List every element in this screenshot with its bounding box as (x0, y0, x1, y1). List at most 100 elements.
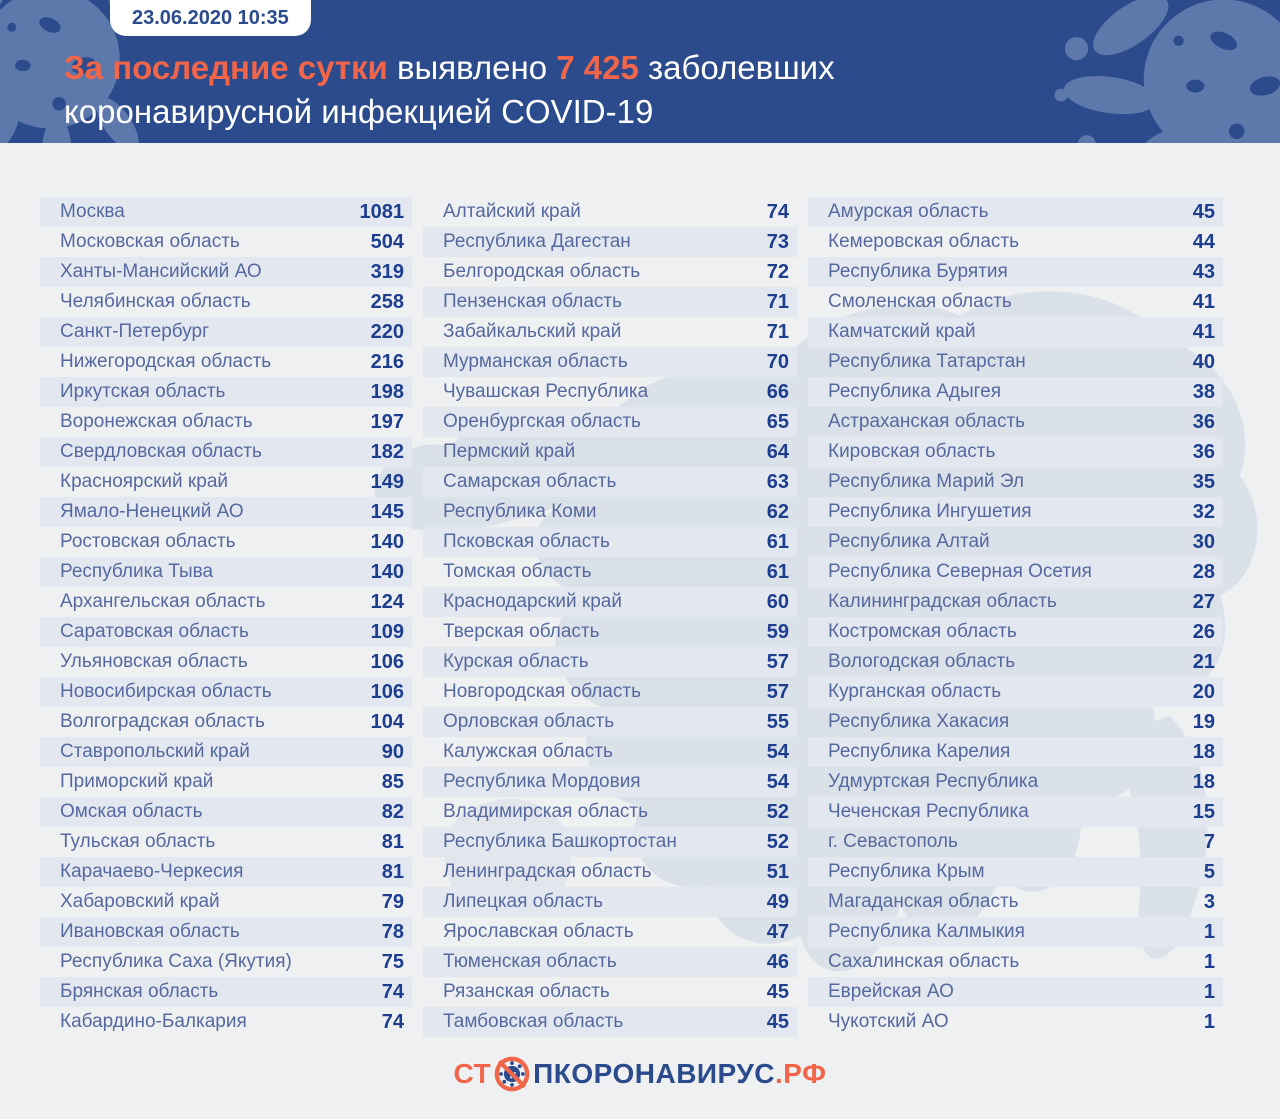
title-case-count: 7 425 (556, 49, 639, 86)
table-row: Забайкальский край 71 (423, 317, 797, 347)
table-row: Ярославская область 47 (423, 917, 797, 947)
region-value: 36 (1192, 410, 1215, 433)
table-row: Республика Коми 62 (423, 497, 797, 527)
table-row: Оренбургская область 65 (423, 407, 797, 437)
region-name: Республика Марий Эл (828, 471, 1025, 492)
table-row: Волгоградская область 104 (40, 707, 412, 737)
table-row: Ханты-Мансийский АО 319 (40, 257, 412, 287)
region-name: Иркутская область (60, 381, 226, 402)
table-row: Республика Марий Эл 35 (808, 467, 1223, 497)
region-value: 74 (381, 980, 404, 1003)
table-row: Вологодская область 21 (808, 647, 1223, 677)
region-name: Ивановская область (60, 921, 240, 942)
table-row: Карачаево-Черкесия 81 (40, 857, 412, 887)
region-name: Свердловская область (60, 441, 262, 462)
region-name: Омская область (60, 801, 203, 822)
table-row: Тюменская область 46 (423, 947, 797, 977)
region-name: Пензенская область (443, 291, 622, 312)
region-name: Ямало-Ненецкий АО (60, 501, 244, 522)
region-name: Чукотский АО (828, 1011, 949, 1032)
table-row: Приморский край 85 (40, 767, 412, 797)
table-row: Камчатский край 41 (808, 317, 1223, 347)
table-row: Владимирская область 52 (423, 797, 797, 827)
region-value: 104 (370, 710, 404, 733)
region-name: Смоленская область (828, 291, 1012, 312)
table-row: Хабаровский край 79 (40, 887, 412, 917)
region-name: Амурская область (828, 201, 989, 222)
region-name: Республика Тыва (60, 561, 214, 582)
region-value: 1 (1203, 980, 1215, 1003)
region-name: Республика Крым (828, 861, 985, 882)
region-value: 85 (381, 770, 404, 793)
region-value: 43 (1192, 260, 1215, 283)
region-name: Новосибирская область (60, 681, 272, 702)
region-name: Краснодарский край (443, 591, 622, 612)
table-row: Брянская область 74 (40, 977, 412, 1007)
region-value: 57 (766, 680, 789, 703)
table-row: Томская область 61 (423, 557, 797, 587)
table-row: Рязанская область 45 (423, 977, 797, 1007)
table-row: Иркутская область 198 (40, 377, 412, 407)
table-row: Республика Карелия 18 (808, 737, 1223, 767)
region-value: 198 (370, 380, 404, 403)
table-row: Орловская область 55 (423, 707, 797, 737)
table-row: Еврейская АО 1 (808, 977, 1223, 1007)
logo-text-suffix: .РФ (774, 1058, 827, 1089)
region-value: 149 (370, 470, 404, 493)
region-name: Мурманская область (443, 351, 628, 372)
region-name: г. Севастополь (828, 831, 958, 852)
table-row: Самарская область 63 (423, 467, 797, 497)
table-row: Республика Тыва 140 (40, 557, 412, 587)
region-name: Пермский край (443, 441, 576, 462)
region-name: Калужская область (443, 741, 613, 762)
region-name: Кировская область (828, 441, 996, 462)
region-name: Москва (60, 201, 125, 222)
table-row: Мурманская область 70 (423, 347, 797, 377)
region-value: 197 (370, 410, 404, 433)
table-row: Республика Хакасия 19 (808, 707, 1223, 737)
region-name: Республика Алтай (828, 531, 990, 552)
table-row: Липецкая область 49 (423, 887, 797, 917)
region-name: Кабардино-Балкария (60, 1011, 247, 1032)
region-name: Воронежская область (60, 411, 253, 432)
region-value: 504 (370, 230, 404, 253)
table-row: Новосибирская область 106 (40, 677, 412, 707)
region-stats-table: Москва 1081 Московская область 504 Ханты-Ман… (40, 197, 1223, 1037)
region-name: Санкт-Петербург (60, 321, 210, 342)
region-value: 60 (766, 590, 789, 613)
region-name: Республика Карелия (828, 741, 1011, 762)
region-name: Республика Ингушетия (828, 501, 1032, 522)
region-name: Самарская область (443, 471, 617, 492)
region-name: Владимирская область (443, 801, 648, 822)
region-value: 38 (1192, 380, 1215, 403)
region-name: Республика Дагестан (443, 231, 631, 252)
table-row: Саратовская область 109 (40, 617, 412, 647)
table-row: Республика Алтай 30 (808, 527, 1223, 557)
region-name: Псковская область (443, 531, 610, 552)
region-name: Ставропольский край (60, 741, 250, 762)
region-value: 140 (370, 530, 404, 553)
region-name: Рязанская область (443, 981, 610, 1002)
region-value: 27 (1192, 590, 1215, 613)
table-row: Воронежская область 197 (40, 407, 412, 437)
region-name: Брянская область (60, 981, 219, 1002)
region-name: Алтайский край (443, 201, 581, 222)
region-value: 73 (766, 230, 789, 253)
region-name: Ульяновская область (60, 651, 248, 672)
table-row: Новгородская область 57 (423, 677, 797, 707)
table-row: Красноярский край 149 (40, 467, 412, 497)
region-name: Ленинградская область (443, 861, 652, 882)
table-row: Костромская область 26 (808, 617, 1223, 647)
region-value: 51 (766, 860, 789, 883)
region-name: Ростовская область (60, 531, 236, 552)
region-name: Орловская область (443, 711, 615, 732)
table-row: Краснодарский край 60 (423, 587, 797, 617)
region-value: 216 (370, 350, 404, 373)
table-row: Свердловская область 182 (40, 437, 412, 467)
table-row: Астраханская область 36 (808, 407, 1223, 437)
region-name: Республика Саха (Якутия) (60, 951, 292, 972)
region-name: Челябинская область (60, 291, 251, 312)
region-name: Республика Хакасия (828, 711, 1010, 732)
table-row: Тульская область 81 (40, 827, 412, 857)
region-name: Ярославская область (443, 921, 634, 942)
